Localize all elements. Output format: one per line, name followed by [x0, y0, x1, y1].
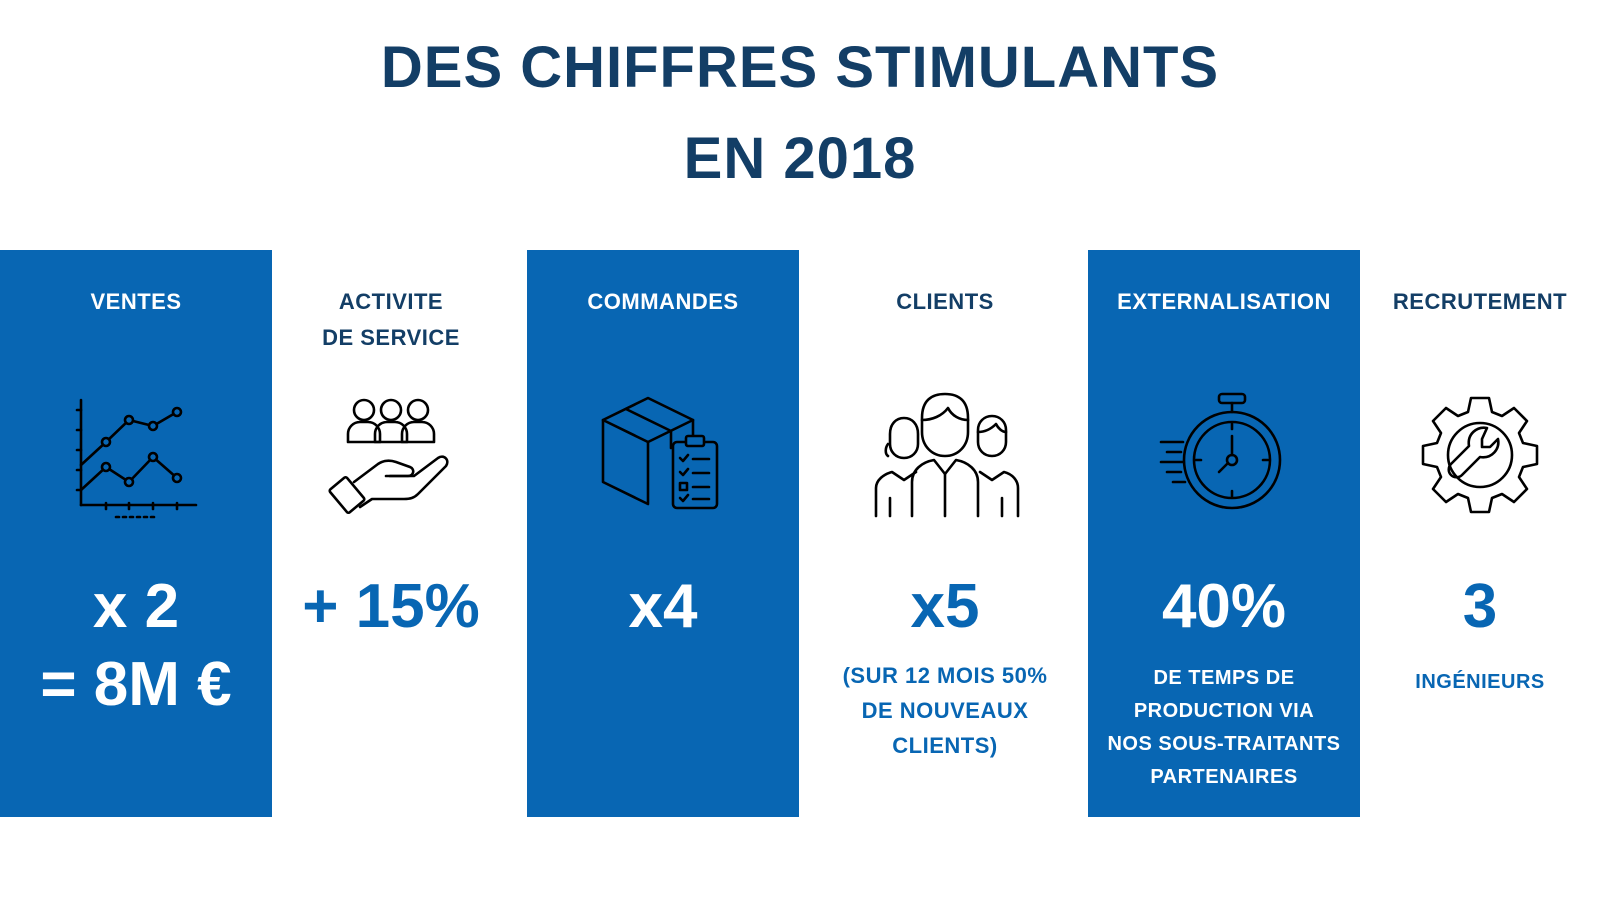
- stat-label: VENTES: [90, 289, 182, 314]
- gear-wrench-icon: [1415, 390, 1545, 520]
- stat-value: x4: [628, 572, 698, 641]
- stat-detail: INGÉNIEURS: [1415, 671, 1545, 693]
- stat-detail-line3: NOS SOUS-TRAITANTS: [1107, 733, 1341, 755]
- stopwatch-icon: [1159, 390, 1289, 520]
- stat-card-externalisation: EXTERNALISATION 40% DE TEMPS DE PRODUCTI…: [1088, 250, 1360, 817]
- stat-label: ACTIVITE DE SERVICE: [260, 284, 522, 356]
- stat-card-recrutement: RECRUTEMENT 3 INGÉNIEURS: [1360, 250, 1600, 817]
- stat-label: EXTERNALISATION: [1117, 289, 1331, 314]
- stat-card-ventes: VENTES x 2 = 8M €: [0, 250, 272, 817]
- stat-detail-line2: DE NOUVEAUX CLIENTS): [861, 698, 1029, 758]
- box-clipboard-icon: [598, 390, 728, 520]
- stat-label: COMMANDES: [587, 289, 739, 314]
- stat-card-commandes: COMMANDES x4: [527, 250, 799, 817]
- line-chart-icon: [71, 390, 201, 520]
- stat-value: + 15%: [302, 572, 480, 641]
- page-title-line2: EN 2018: [683, 126, 917, 191]
- stat-detail-line1: DE TEMPS DE: [1153, 667, 1295, 689]
- stat-card-service: ACTIVITE DE SERVICE + 15%: [260, 250, 522, 817]
- stat-detail-line1: (SUR 12 MOIS 50%: [842, 663, 1048, 688]
- stat-value-line1: x 2: [92, 572, 180, 641]
- stat-card-clients: CLIENTS x5 (SUR 12 MOIS 50% DE NOUVEAUX …: [810, 250, 1080, 817]
- hand-holding-people-icon: [326, 390, 456, 520]
- stat-value: 40%: [1161, 572, 1287, 641]
- stat-value: x 2 = 8M €: [0, 568, 272, 724]
- stat-detail: DE TEMPS DE PRODUCTION VIA NOS SOUS-TRAI…: [1088, 662, 1360, 794]
- stat-detail-line4: PARTENAIRES: [1150, 766, 1298, 788]
- stat-label: RECRUTEMENT: [1392, 289, 1568, 314]
- page-title-line1: DES CHIFFRES STIMULANTS: [380, 35, 1220, 100]
- stat-detail: (SUR 12 MOIS 50% DE NOUVEAUX CLIENTS): [810, 658, 1080, 763]
- stat-value: x5: [910, 572, 980, 641]
- stat-label-line1: ACTIVITE: [338, 289, 444, 314]
- stat-detail-line2: PRODUCTION VIA: [1133, 700, 1315, 722]
- people-group-icon: [874, 390, 1020, 520]
- stat-label: CLIENTS: [896, 289, 994, 314]
- stat-value-line2: = 8M €: [40, 650, 232, 719]
- stat-value: 3: [1462, 572, 1498, 641]
- stat-label-line2: DE SERVICE: [322, 325, 460, 350]
